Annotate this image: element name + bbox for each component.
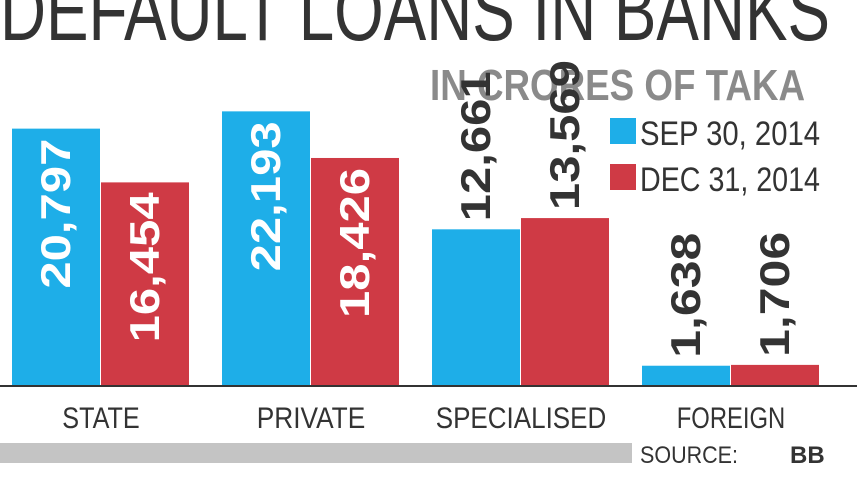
bar xyxy=(642,365,730,386)
value-label: 1,706 xyxy=(751,232,798,357)
chart-subtitle: IN CRORES OF TAKA xyxy=(430,61,805,110)
footer-bar xyxy=(0,443,632,463)
value-label: 20,797 xyxy=(32,139,79,289)
source-name: BB xyxy=(790,442,825,469)
source-label: SOURCE: xyxy=(640,442,738,469)
bar xyxy=(222,111,310,386)
chart-title: DEFAULT LOANS IN BANKS xyxy=(0,0,830,58)
bar xyxy=(521,218,609,386)
value-label: 22,193 xyxy=(242,121,289,271)
bar xyxy=(12,128,100,386)
x-tick-label: SPECIALISED xyxy=(436,402,607,435)
legend-swatch xyxy=(610,164,636,190)
bar xyxy=(101,182,189,386)
bar xyxy=(311,157,399,386)
value-label: 12,661 xyxy=(452,71,499,221)
value-label: 1,638 xyxy=(662,233,709,358)
bar xyxy=(432,229,520,386)
x-tick-label: STATE xyxy=(62,402,140,435)
legend-label: DEC 31, 2014 xyxy=(640,161,820,199)
legend-label: SEP 30, 2014 xyxy=(640,115,820,153)
bar xyxy=(731,364,819,386)
value-label: 16,454 xyxy=(121,192,168,343)
legend-swatch xyxy=(610,118,636,144)
value-label: 13,569 xyxy=(541,60,588,210)
value-label: 18,426 xyxy=(331,168,378,318)
x-tick-label: FOREIGN xyxy=(677,402,786,435)
x-tick-label: PRIVATE xyxy=(257,402,366,435)
